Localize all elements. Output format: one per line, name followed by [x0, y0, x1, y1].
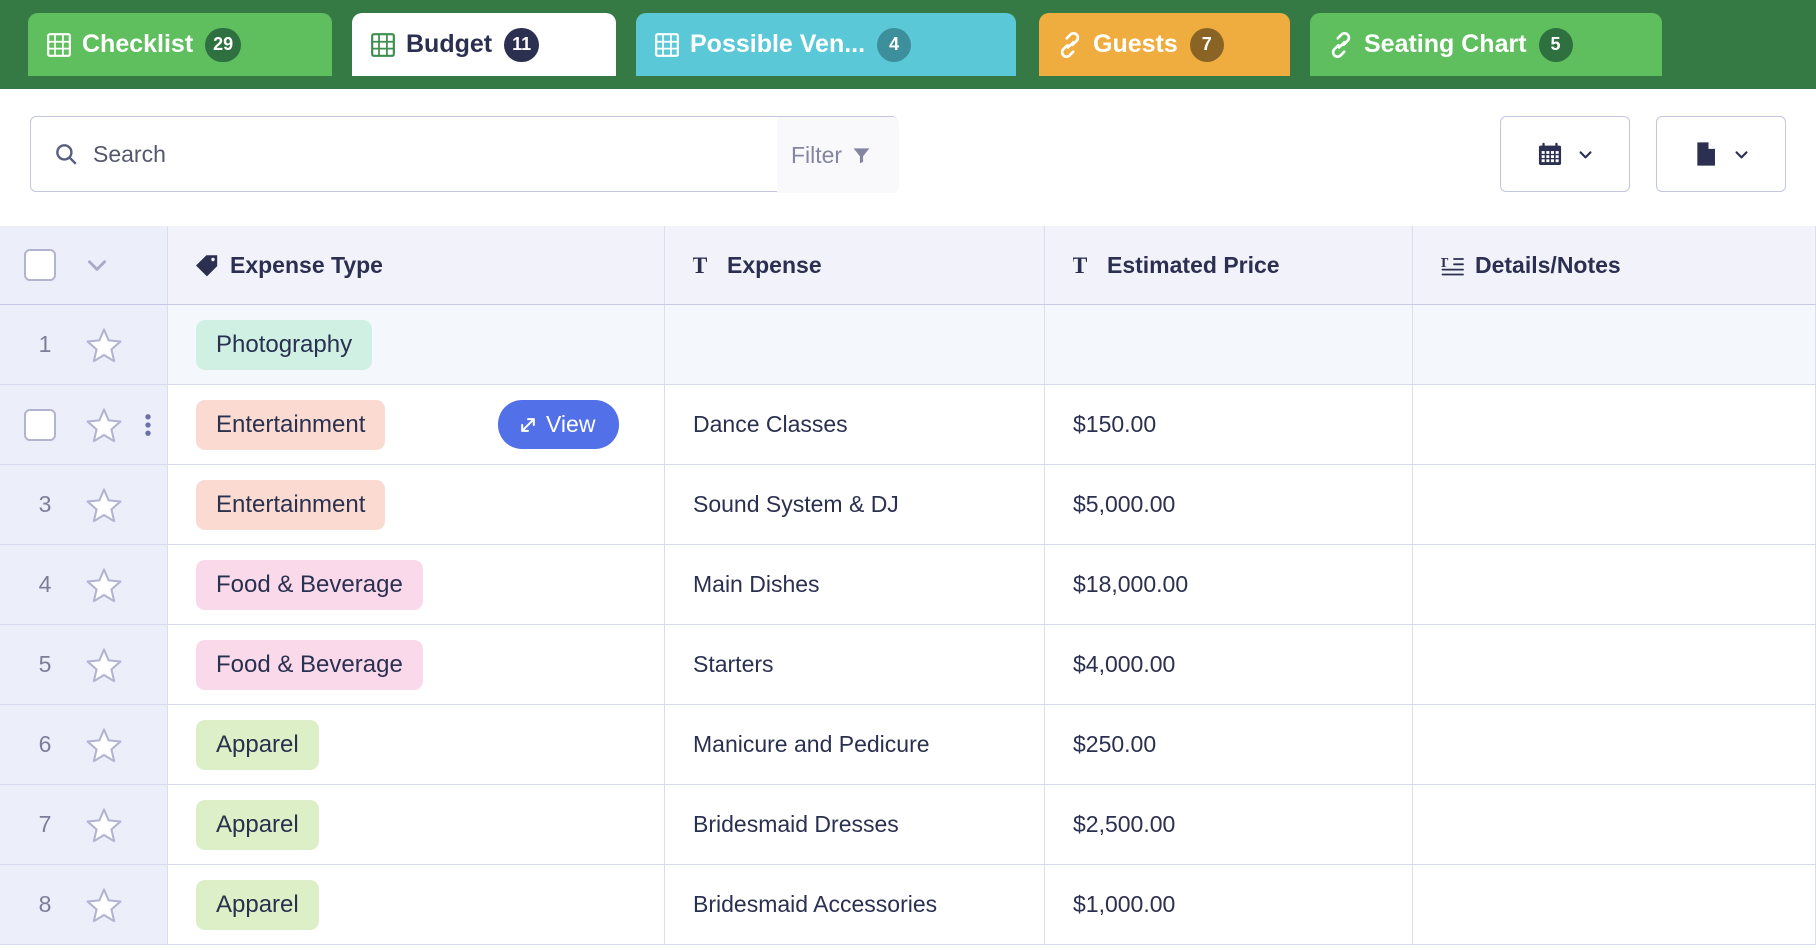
svg-text:T: T — [1073, 253, 1087, 277]
svg-text:T: T — [693, 253, 707, 277]
